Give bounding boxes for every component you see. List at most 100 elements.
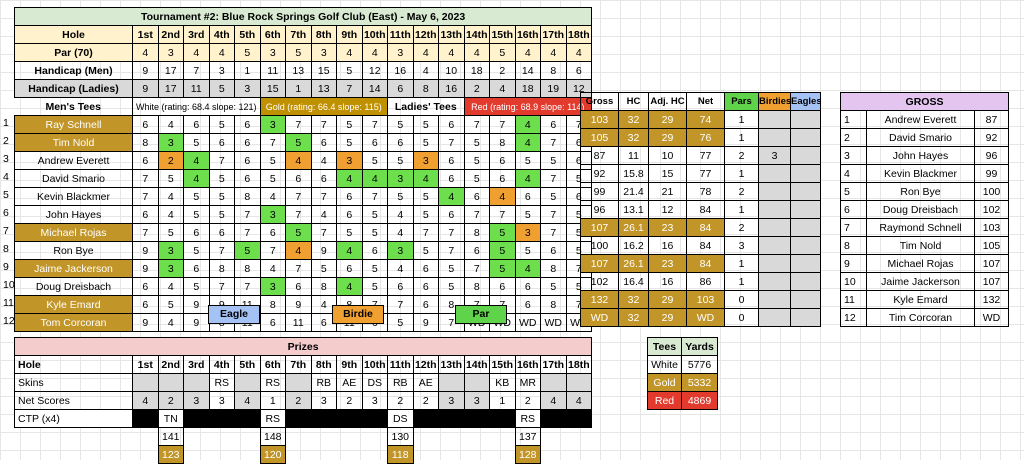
score-cell: 5 [463, 169, 490, 188]
score-cell: 6 [132, 277, 159, 296]
gross-value: 100 [973, 182, 1010, 201]
gross-rank: 12 [840, 308, 867, 327]
score-cell: 6 [540, 115, 567, 134]
skin-cell: AE [412, 373, 439, 392]
score-cell: 7 [285, 187, 312, 206]
gross-value: 107 [973, 272, 1010, 291]
score-cell: 4 [514, 133, 541, 152]
prizes-hole: 9th [336, 355, 363, 374]
score-cell: 5 [438, 259, 465, 278]
score-cell: 4 [336, 241, 363, 260]
hcp-ladies-16: 18 [514, 79, 541, 98]
stat-value: 99 [580, 182, 619, 201]
player-name: Kevin Blackmer [14, 187, 133, 206]
gross-value: 132 [973, 290, 1010, 309]
score-cell: 7 [234, 223, 261, 242]
score-cell: 5 [183, 241, 210, 260]
gross-row: 9 Michael Rojas 107 [840, 254, 1010, 273]
gross-row: 10 Jaime Jackerson 107 [840, 272, 1010, 291]
stat-value: 107 [580, 254, 619, 273]
score-cell: 7 [412, 223, 439, 242]
stat-value: 78 [686, 182, 725, 201]
net-label: Net Scores [14, 391, 133, 410]
stat-value: 16.2 [618, 236, 649, 255]
par-10: 4 [361, 43, 388, 62]
ctp-cell [183, 409, 210, 428]
gross-name: Tim Corcoran [866, 308, 975, 327]
row-number: 12 [3, 315, 15, 327]
score-cell: 6 [489, 277, 516, 296]
tee-yards: 5776 [681, 355, 718, 374]
spacer [439, 446, 465, 464]
hcp-men-11: 16 [387, 61, 414, 80]
par-2: 3 [157, 43, 184, 62]
prizes-hole-label: Hole [14, 355, 133, 374]
score-cell: 5 [463, 151, 490, 170]
tees-row: Men's Tees White (rating: 68.4 slope: 121… [15, 97, 593, 116]
spacer [286, 446, 312, 464]
gross-rank: 4 [840, 164, 867, 183]
spacer [311, 428, 337, 446]
par-label: Par (70) [14, 43, 133, 62]
player-name: Ray Schnell [14, 115, 133, 134]
score-cell: 5 [540, 277, 567, 296]
gross-row: 2 David Smario 92 [840, 128, 1010, 147]
score-cell: 6 [285, 169, 312, 188]
score-cell: 8 [259, 295, 286, 314]
gross-value: 87 [973, 110, 1010, 129]
birdies-header: Birdies [758, 92, 791, 111]
stats-row: WD 32 29 WD 0 [580, 308, 821, 327]
ctp-yards: 141 [157, 427, 184, 446]
tee-name: White [647, 355, 682, 374]
score-cell: 6 [489, 169, 516, 188]
hcp-men-label: Handicap (Men) [14, 61, 133, 80]
score-cell: 4 [259, 187, 286, 206]
score-cell: 5 [183, 205, 210, 224]
eagles-count [790, 218, 821, 237]
net-cell: 2 [412, 391, 439, 410]
hcp-ladies-5: 3 [234, 79, 261, 98]
ctp-cell: DS [387, 409, 414, 428]
ctp_white-row: 141 148 130 137 [15, 427, 592, 446]
par-15: 5 [489, 43, 516, 62]
stats-row: 96 13.1 12 84 1 [580, 200, 821, 219]
stats-row: 107 26.1 23 84 2 [580, 218, 821, 237]
eagles-count [790, 200, 821, 219]
player-name: John Hayes [14, 205, 133, 224]
row-number: 11 [3, 297, 14, 309]
score-cell: 5 [361, 151, 388, 170]
gross-value: WD [973, 308, 1010, 327]
score-cell: 6 [183, 115, 210, 134]
score-cell: 5 [336, 115, 363, 134]
score-cell: 6 [438, 205, 465, 224]
pars-count: 0 [724, 308, 759, 327]
score-cell: 2 [157, 151, 184, 170]
score-cell: 4 [387, 223, 414, 242]
gross-name: Doug Dreisbach [866, 200, 975, 219]
eagles-header: Eagles [790, 92, 821, 111]
score-cell: 5 [361, 223, 388, 242]
score-cell: 3 [157, 133, 184, 152]
tee-name: Gold [647, 373, 682, 392]
pars-header: Pars [724, 92, 759, 111]
row-number: 3 [3, 153, 9, 165]
par-17: 4 [540, 43, 567, 62]
stat-value: 84 [686, 236, 725, 255]
score-cell: 3 [514, 223, 541, 242]
ctp-cell [412, 409, 439, 428]
stat-value: 77 [686, 146, 725, 165]
eagles-count [790, 236, 821, 255]
spacer [439, 428, 465, 446]
score-cell: 5 [208, 187, 235, 206]
skin-cell [183, 373, 210, 392]
score-cell: 5 [259, 169, 286, 188]
birdies-count [758, 200, 791, 219]
net-cell: 3 [208, 391, 235, 410]
score-cell: 7 [285, 205, 312, 224]
gross-name: Jaime Jackerson [866, 272, 975, 291]
ctp-cell [208, 409, 235, 428]
hcp-men-7: 13 [285, 61, 312, 80]
ctp-yards: 130 [387, 427, 414, 446]
score-cell: 5 [208, 169, 235, 188]
hole-4: 4th [208, 25, 235, 44]
